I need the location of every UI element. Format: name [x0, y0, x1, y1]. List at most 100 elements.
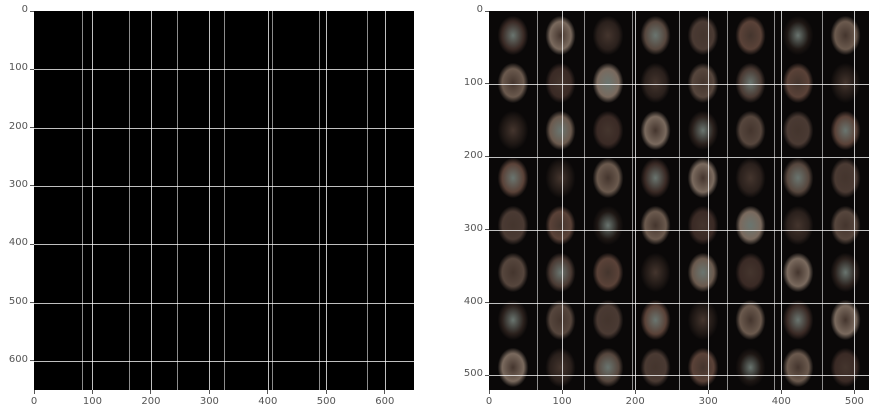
face-tile [536, 247, 584, 296]
face-tile [679, 200, 727, 248]
face-tile [631, 58, 679, 106]
right-tile-border-v [536, 11, 538, 390]
left-x-tick-mark [325, 390, 327, 394]
face-tile [821, 342, 869, 390]
left-x-tick-mark [208, 390, 210, 394]
right-y-tick-label: 300 [463, 222, 483, 234]
right-tile-border-v [726, 11, 728, 390]
left-x-tick-mark [33, 390, 35, 394]
right-x-tick-label: 300 [698, 396, 718, 407]
right-y-tick-label: 200 [463, 149, 483, 161]
face-tile [679, 342, 727, 390]
face-tile [631, 105, 679, 154]
right-x-tick-label: 100 [552, 396, 572, 407]
left-tile-border-v [319, 11, 320, 390]
left-y-tick-mark [30, 302, 34, 304]
left-x-tick-label: 200 [141, 396, 161, 407]
face-tile [679, 153, 727, 201]
right-x-tick-label: 0 [485, 396, 493, 407]
face-tile [821, 247, 869, 296]
face-tile [821, 200, 869, 248]
right-x-tick-mark [488, 390, 490, 394]
face-tile [536, 200, 584, 248]
left-gridline-x [92, 11, 94, 390]
face-tile [489, 200, 537, 248]
face-tile [726, 153, 774, 201]
right-x-tick-mark [707, 390, 709, 394]
left-gridline-x [150, 11, 152, 390]
face-tile [726, 58, 774, 106]
face-tile [726, 342, 774, 390]
left-tile-border-v [176, 11, 178, 390]
face-tile [584, 153, 632, 201]
left-gridline-x [384, 11, 386, 390]
face-tile [631, 11, 679, 59]
face-tile [489, 342, 537, 390]
left-image-dark-grid [34, 11, 414, 390]
face-tile [584, 247, 632, 296]
left-x-tick-label: 400 [258, 396, 278, 407]
left-y-tick-mark [30, 68, 34, 70]
face-tile [584, 58, 632, 106]
right-x-tick-mark [780, 390, 782, 394]
left-tile-border-v [81, 11, 83, 390]
left-x-tick-label: 100 [82, 396, 102, 407]
face-tile [631, 153, 679, 201]
right-y-tick-label: 100 [463, 76, 483, 88]
right-y-tick-mark [485, 374, 489, 376]
face-tile [631, 200, 679, 248]
face-tile [489, 58, 537, 106]
right-tile-border-v [821, 11, 823, 390]
face-tile [821, 105, 869, 154]
face-tile [489, 247, 537, 296]
left-x-tick-label: 0 [30, 396, 38, 407]
right-y-tick-label: 400 [463, 295, 483, 307]
face-tile [536, 58, 584, 106]
left-y-tick-label: 200 [8, 120, 28, 132]
left-tile-border-v [129, 11, 130, 390]
right-y-tick-mark [485, 156, 489, 158]
right-y-tick-mark [485, 229, 489, 231]
right-gridline-x [854, 11, 856, 390]
face-tile [726, 200, 774, 248]
right-x-tick-label: 500 [844, 396, 864, 407]
right-image-face-grid [489, 11, 869, 390]
face-tile [489, 153, 537, 201]
left-x-tick-label: 600 [375, 396, 395, 407]
right-tile-border-v [631, 11, 633, 390]
right-x-tick-mark [561, 390, 563, 394]
left-y-tick-label: 0 [21, 4, 28, 15]
right-x-tick-label: 400 [771, 396, 791, 407]
left-x-tick-mark [91, 390, 93, 394]
left-x-tick-label: 300 [199, 396, 219, 407]
face-tile [536, 11, 584, 59]
face-tile [679, 11, 727, 59]
right-x-tick-mark [853, 390, 855, 394]
left-y-tick-label: 300 [8, 178, 28, 190]
left-x-tick-mark [384, 390, 386, 394]
left-tile-border-v [366, 11, 368, 390]
right-gridline-x [781, 11, 783, 390]
right-tile-border-v [774, 11, 775, 390]
face-tile [821, 153, 869, 201]
face-tile [584, 11, 632, 59]
face-tile [584, 342, 632, 390]
left-y-tick-label: 600 [8, 353, 28, 365]
left-y-tick-label: 100 [8, 62, 28, 74]
right-y-tick-mark [485, 10, 489, 12]
face-tile [821, 11, 869, 59]
face-tile [584, 200, 632, 248]
face-tile [679, 58, 727, 106]
left-y-tick-mark [30, 243, 34, 245]
face-tile [489, 11, 537, 59]
face-tile [489, 105, 537, 154]
left-y-tick-mark [30, 185, 34, 187]
right-y-tick-label: 500 [463, 368, 483, 380]
right-gridline-x [708, 11, 710, 390]
face-tile [726, 105, 774, 154]
face-tile [726, 247, 774, 296]
left-x-tick-label: 500 [316, 396, 336, 407]
left-x-tick-mark [267, 390, 269, 394]
face-tile [631, 342, 679, 390]
face-tile [536, 342, 584, 390]
